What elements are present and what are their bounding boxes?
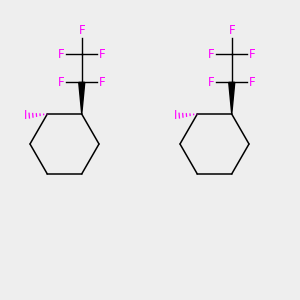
Text: F: F: [208, 76, 215, 89]
Text: F: F: [78, 24, 85, 37]
Text: I: I: [174, 109, 178, 122]
Polygon shape: [79, 82, 85, 114]
Text: F: F: [208, 48, 215, 61]
Text: F: F: [58, 76, 65, 89]
Text: F: F: [249, 48, 255, 61]
Text: F: F: [99, 48, 105, 61]
Text: F: F: [99, 76, 105, 89]
Text: I: I: [24, 109, 28, 122]
Text: F: F: [58, 48, 65, 61]
Text: F: F: [249, 76, 255, 89]
Text: F: F: [228, 24, 235, 37]
Polygon shape: [229, 82, 235, 114]
